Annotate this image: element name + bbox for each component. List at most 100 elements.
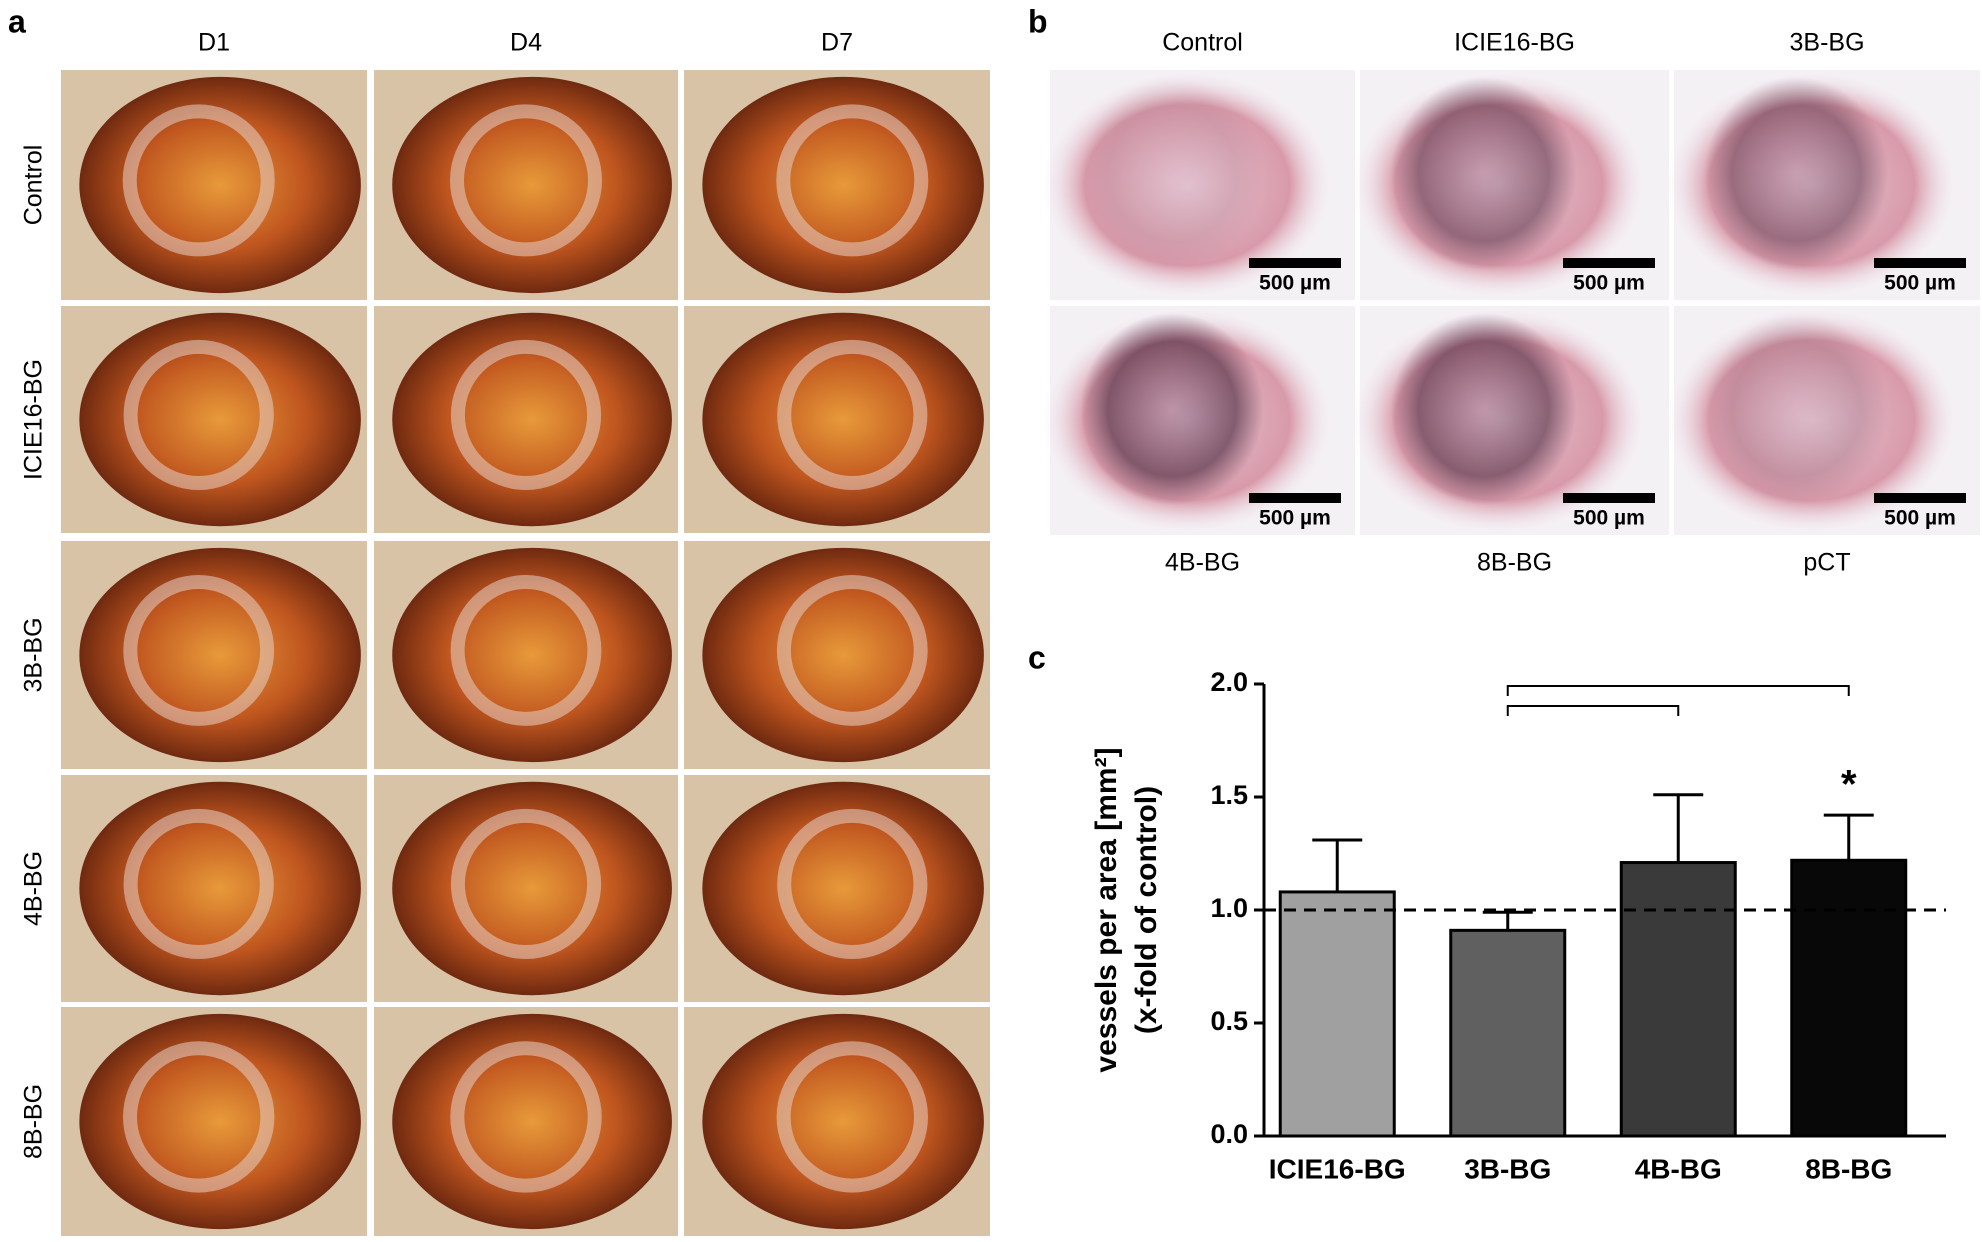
egg-membrane: [392, 781, 672, 996]
photo: [61, 1007, 367, 1236]
egg-membrane: [702, 1013, 984, 1230]
silicone-ring: [776, 104, 929, 257]
significance-bracket: [1506, 705, 1680, 716]
egg-membrane: [702, 547, 984, 763]
silicone-ring: [123, 808, 274, 960]
egg-membrane: [392, 547, 672, 763]
micrograph: 500 µm: [1350, 306, 1669, 535]
panel-label: a: [8, 3, 26, 39]
silicone-ring: [776, 575, 928, 726]
y-tick-label: 2.0: [1210, 667, 1248, 697]
micrograph-label: Control: [1162, 29, 1243, 57]
error-bar: [1653, 793, 1704, 863]
photo: [374, 775, 678, 1002]
photo: [374, 70, 678, 300]
x-tick-label: 4B-BG: [1635, 1153, 1722, 1184]
error-bar: [1312, 838, 1363, 892]
photo: [374, 1007, 678, 1236]
scale-bar: [1249, 258, 1341, 268]
scale-bar-label: 500 µm: [1259, 272, 1331, 295]
egg-membrane: [392, 76, 672, 294]
scale-bar: [1563, 493, 1655, 503]
silicone-ring: [776, 1041, 928, 1193]
scale-bar-label: 500 µm: [1884, 272, 1956, 295]
cell-cluster: [1080, 312, 1264, 506]
y-axis-label: vessels per area [mm²]: [1090, 747, 1123, 1072]
row-label: 4B-BG: [20, 851, 48, 926]
y-tick-label: 1.0: [1210, 893, 1248, 923]
micrograph-label: 3B-BG: [1789, 29, 1864, 57]
panel-label: c: [1028, 639, 1046, 675]
photo: [61, 70, 367, 300]
silicone-ring: [450, 808, 602, 960]
photo: [374, 306, 678, 533]
micrograph: 500 µm: [1664, 306, 1980, 535]
micrograph-label: pCT: [1803, 549, 1850, 577]
photo: [684, 306, 990, 533]
photo: [684, 775, 990, 1002]
panel-label: b: [1028, 3, 1048, 39]
bar: [1619, 861, 1737, 1138]
silicone-ring: [777, 339, 928, 491]
cell-cluster: [1080, 76, 1264, 271]
egg-membrane: [702, 312, 984, 527]
micrograph: 500 µm: [1040, 70, 1355, 300]
micrograph: 500 µm: [1664, 70, 1980, 300]
row-label: ICIE16-BG: [20, 359, 48, 480]
significance-bracket: [1506, 685, 1850, 696]
scale-bar-label: 500 µm: [1259, 507, 1331, 530]
egg-membrane: [702, 781, 984, 996]
y-tick-label: 0.0: [1210, 1119, 1248, 1149]
scale-bar: [1874, 493, 1966, 503]
bar: [1449, 928, 1567, 1138]
micrograph: 500 µm: [1350, 70, 1669, 300]
x-tick-label: ICIE16-BG: [1269, 1153, 1406, 1184]
silicone-ring: [450, 104, 602, 257]
scale-bar-label: 500 µm: [1573, 272, 1645, 295]
cell-cluster: [1704, 312, 1889, 506]
silicone-ring: [450, 1041, 602, 1193]
x-tick-label: 3B-BG: [1464, 1153, 1551, 1184]
photo: [684, 70, 990, 300]
column-label: D1: [198, 29, 230, 57]
row-label: 8B-BG: [20, 1084, 48, 1159]
y-axis-label: (x-fold of control): [1130, 786, 1163, 1034]
micrograph: 500 µm: [1040, 306, 1355, 535]
photo: [374, 541, 678, 769]
scale-bar-label: 500 µm: [1884, 507, 1956, 530]
cell-cluster: [1704, 76, 1889, 271]
photo: [684, 541, 990, 769]
cell-cluster: [1390, 312, 1577, 506]
error-bar: [1482, 910, 1533, 931]
significance-marker: *: [1841, 763, 1857, 807]
scale-bar: [1563, 258, 1655, 268]
photo: [61, 306, 367, 533]
column-label: D7: [821, 29, 853, 57]
egg-membrane: [392, 312, 672, 527]
silicone-ring: [123, 1041, 275, 1193]
micrograph-label: ICIE16-BG: [1454, 29, 1575, 57]
silicone-ring: [450, 339, 602, 491]
row-label: 3B-BG: [20, 617, 48, 692]
column-label: D4: [510, 29, 542, 57]
photo: [684, 1007, 990, 1236]
egg-membrane: [702, 76, 984, 294]
egg-membrane: [392, 1013, 672, 1230]
silicone-ring: [123, 339, 274, 491]
silicone-ring: [123, 575, 275, 726]
y-tick-label: 0.5: [1210, 1006, 1248, 1036]
bar: [1790, 858, 1908, 1138]
silicone-ring: [122, 104, 275, 257]
photo: [61, 541, 367, 769]
error-bar: [1823, 813, 1874, 861]
scale-bar-label: 500 µm: [1573, 507, 1645, 530]
bar: [1278, 890, 1396, 1138]
photo: [61, 775, 367, 1002]
scale-bar: [1874, 258, 1966, 268]
y-tick-label: 1.5: [1210, 780, 1248, 810]
row-label: Control: [20, 145, 48, 226]
x-tick-label: 8B-BG: [1805, 1153, 1892, 1184]
silicone-ring: [777, 808, 928, 960]
scale-bar: [1249, 493, 1341, 503]
